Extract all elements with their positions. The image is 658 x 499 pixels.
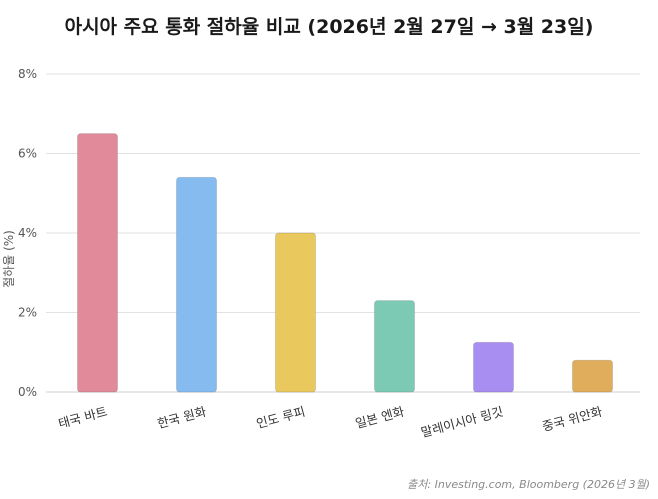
y-tick-label: 8% bbox=[18, 67, 37, 81]
x-axis-ticks: 태국 바트 한국 원화 인도 루피 일본 엔화 말레이시아 링깃 중국 위안화 bbox=[57, 404, 605, 440]
y-tick-label: 2% bbox=[18, 306, 37, 320]
x-tick-label: 태국 바트 bbox=[57, 404, 109, 431]
bar-2 bbox=[176, 176, 217, 393]
x-tick-label: 중국 위안화 bbox=[540, 404, 604, 435]
bar-3 bbox=[275, 232, 316, 393]
chart-title: 아시아 주요 통화 절하율 비교 (2026년 2월 27일 → 3월 23일) bbox=[65, 16, 594, 38]
bars bbox=[77, 133, 613, 393]
y-tick-label: 4% bbox=[18, 226, 37, 240]
y-axis-label: 절하율 (%) bbox=[2, 230, 16, 288]
source-note: 출처: Investing.com, Bloomberg (2026년 3월) bbox=[407, 478, 650, 491]
y-tick-label: 0% bbox=[18, 385, 37, 399]
y-axis-ticks: 0% 2% 4% 6% 8% bbox=[18, 67, 37, 399]
y-tick-label: 6% bbox=[18, 147, 37, 161]
gridlines bbox=[46, 73, 640, 393]
bar-6 bbox=[572, 359, 613, 393]
bar-4 bbox=[374, 300, 415, 393]
x-tick-label: 일본 엔화 bbox=[354, 404, 407, 432]
x-tick-label: 한국 원화 bbox=[156, 404, 209, 432]
bar-5 bbox=[473, 341, 514, 393]
x-tick-label: 말레이시아 링깃 bbox=[419, 404, 504, 440]
x-tick-label: 인도 루피 bbox=[255, 404, 307, 431]
bar-1 bbox=[77, 133, 118, 393]
